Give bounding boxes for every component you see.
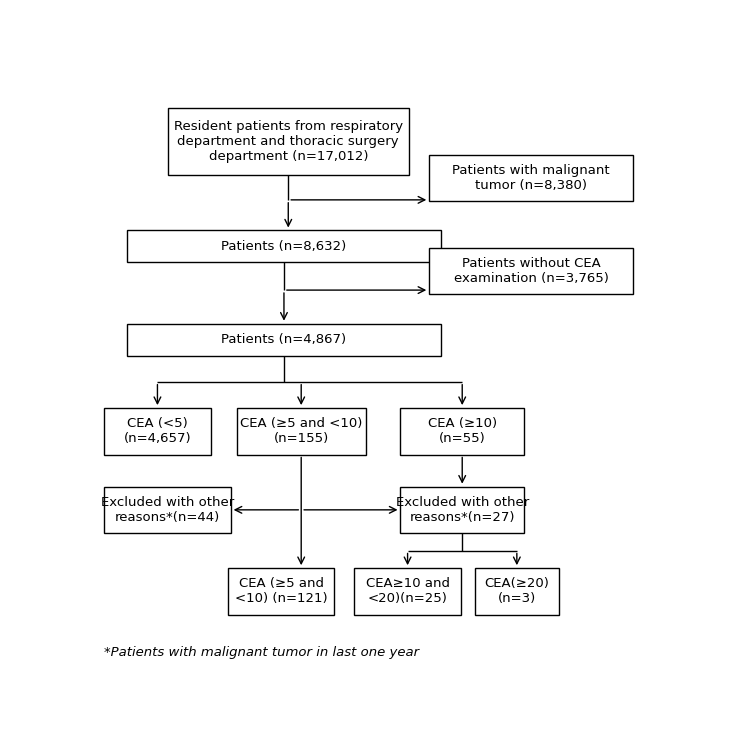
FancyBboxPatch shape xyxy=(401,487,524,533)
Text: Excluded with other
reasons*(n=27): Excluded with other reasons*(n=27) xyxy=(395,496,529,524)
FancyBboxPatch shape xyxy=(228,568,335,615)
Text: Patients without CEA
examination (n=3,765): Patients without CEA examination (n=3,76… xyxy=(454,257,608,285)
FancyBboxPatch shape xyxy=(104,408,211,454)
FancyBboxPatch shape xyxy=(355,568,461,615)
FancyBboxPatch shape xyxy=(128,231,441,262)
Text: CEA(≥20)
(n=3): CEA(≥20) (n=3) xyxy=(485,578,549,606)
Text: Patients with malignant
tumor (n=8,380): Patients with malignant tumor (n=8,380) xyxy=(453,164,610,192)
Text: CEA (≥10)
(n=55): CEA (≥10) (n=55) xyxy=(427,417,497,445)
Text: Patients (n=4,867): Patients (n=4,867) xyxy=(221,333,347,346)
FancyBboxPatch shape xyxy=(401,408,524,454)
Text: Patients (n=8,632): Patients (n=8,632) xyxy=(221,240,347,253)
Text: CEA (≥5 and <10)
(n=155): CEA (≥5 and <10) (n=155) xyxy=(240,417,362,445)
Text: Excluded with other
reasons*(n=44): Excluded with other reasons*(n=44) xyxy=(101,496,234,524)
FancyBboxPatch shape xyxy=(237,408,366,454)
FancyBboxPatch shape xyxy=(168,108,409,175)
FancyBboxPatch shape xyxy=(128,324,441,355)
Text: CEA (<5)
(n=4,657): CEA (<5) (n=4,657) xyxy=(124,417,191,445)
Text: *Patients with malignant tumor in last one year: *Patients with malignant tumor in last o… xyxy=(104,646,419,659)
FancyBboxPatch shape xyxy=(475,568,559,615)
Text: CEA≥10 and
<20)(n=25): CEA≥10 and <20)(n=25) xyxy=(366,578,450,606)
Text: Resident patients from respiratory
department and thoracic surgery
department (n: Resident patients from respiratory depar… xyxy=(174,120,403,163)
FancyBboxPatch shape xyxy=(429,155,634,201)
FancyBboxPatch shape xyxy=(104,487,231,533)
Text: CEA (≥5 and
<10) (n=121): CEA (≥5 and <10) (n=121) xyxy=(234,578,327,606)
FancyBboxPatch shape xyxy=(429,248,634,295)
